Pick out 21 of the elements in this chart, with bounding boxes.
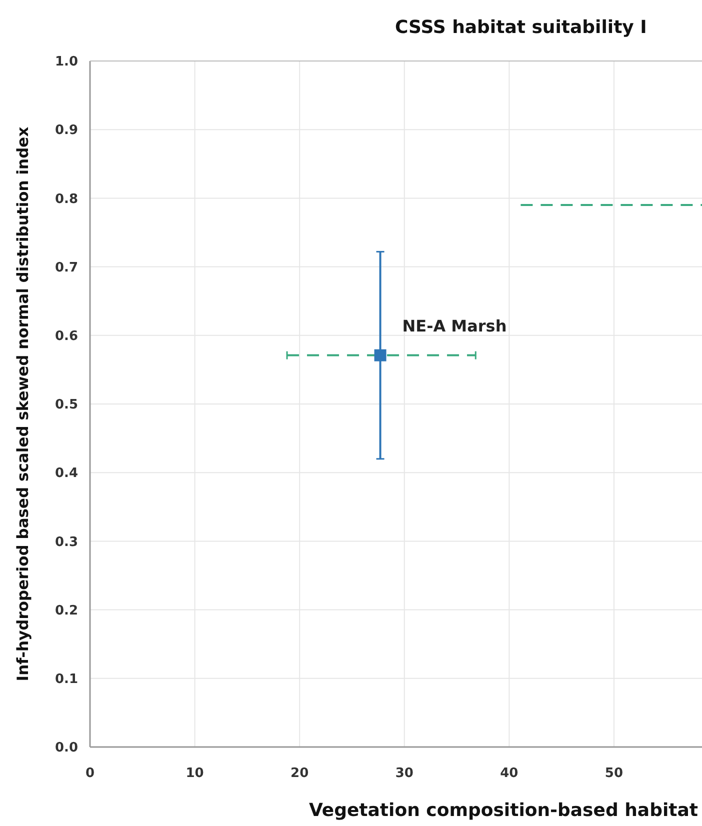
chart-title: CSSS habitat suitability I — [395, 17, 647, 38]
x-axis-title: Vegetation composition-based habitat — [308, 800, 698, 821]
y-tick-label: 0.7 — [54, 260, 78, 276]
x-tick-label: 50 — [604, 766, 624, 781]
y-axis-title: Inf-hydroperiod based scaled skewed normal distribution index — [14, 126, 32, 682]
x-tick-label: 30 — [395, 766, 414, 781]
y-tick-label: 0.0 — [54, 740, 78, 756]
y-tick-label: 0.5 — [54, 398, 78, 413]
y-tick-label: 1.0 — [54, 54, 78, 70]
y-tick-label: 0.9 — [54, 123, 78, 138]
x-tick-label: 10 — [186, 766, 204, 781]
x-tick-label: 20 — [290, 766, 309, 781]
series-label: NE-A Marsh — [402, 316, 507, 336]
y-tick-label: 0.1 — [54, 672, 78, 687]
x-tick-label: 0 — [85, 766, 95, 781]
x-tick-label: 40 — [500, 766, 518, 781]
y-tick-label: 0.8 — [54, 192, 78, 207]
y-tick-label: 0.2 — [54, 603, 78, 618]
y-tick-label: 0.3 — [54, 534, 78, 550]
y-tick-label: 0.6 — [54, 328, 78, 344]
y-tick-label: 0.4 — [54, 466, 78, 482]
